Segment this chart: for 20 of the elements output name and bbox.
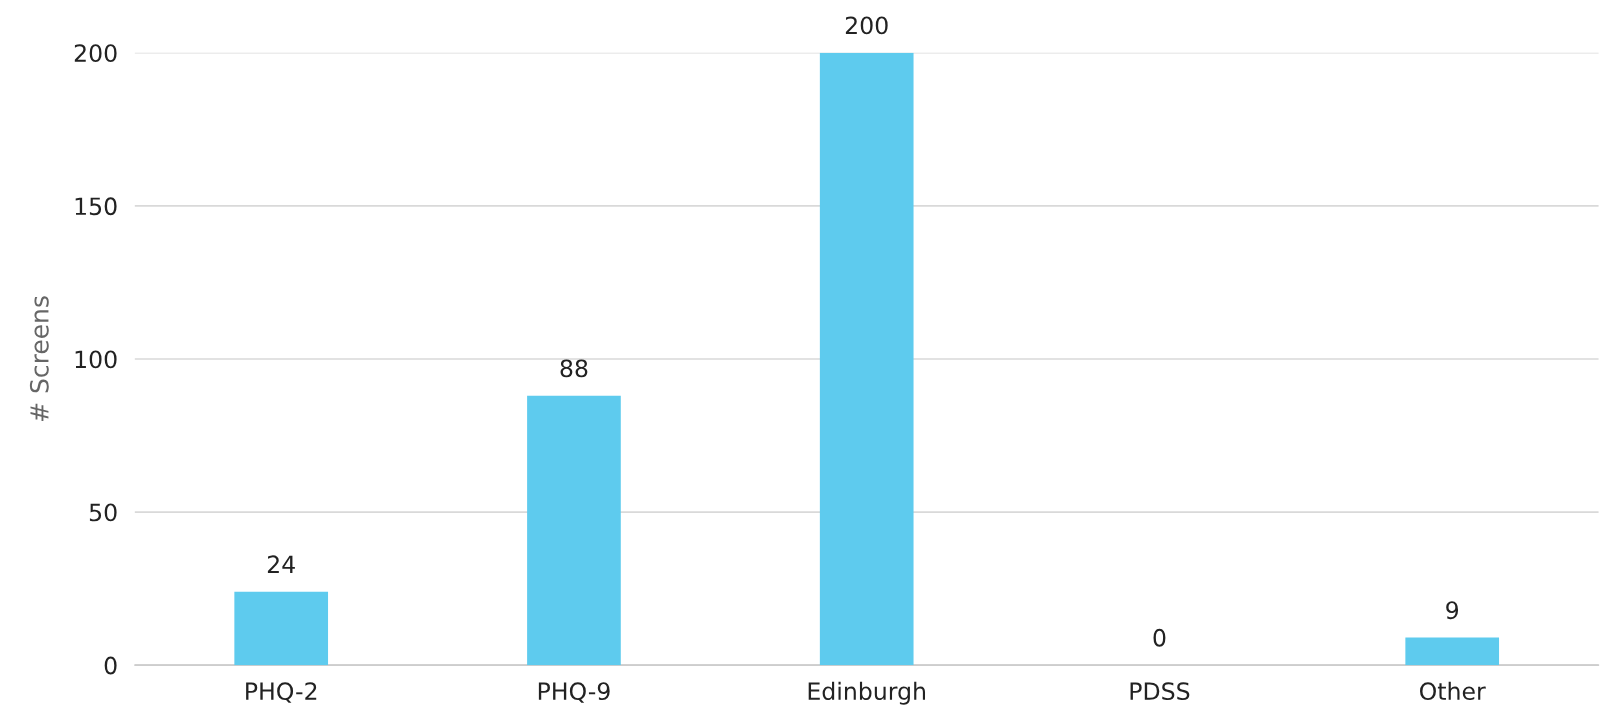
y-tick-label: 150: [75, 197, 117, 216]
data-label: 9: [1446, 601, 1459, 620]
y-tick-label: 50: [89, 503, 117, 522]
y-tick-label: 200: [74, 44, 117, 63]
y-tick-label: 0: [104, 656, 117, 675]
x-tick-label: Other: [1420, 681, 1486, 701]
data-label: 0: [1153, 628, 1166, 647]
data-label: 200: [845, 16, 888, 35]
y-axis-title: # Screens: [29, 296, 49, 421]
x-tick-label: Edinburgh: [808, 681, 926, 705]
data-label: 24: [267, 555, 295, 573]
bar: [1405, 637, 1500, 666]
bar: [819, 52, 914, 666]
x-tick-label: PDSS: [1130, 682, 1190, 701]
bar: [527, 395, 621, 666]
data-label: 88: [560, 359, 588, 378]
x-tick-label: PHQ-2: [246, 682, 317, 703]
y-tick-label: 100: [75, 350, 117, 369]
bar: [234, 591, 329, 666]
x-tick-label: PHQ-9: [538, 682, 610, 703]
